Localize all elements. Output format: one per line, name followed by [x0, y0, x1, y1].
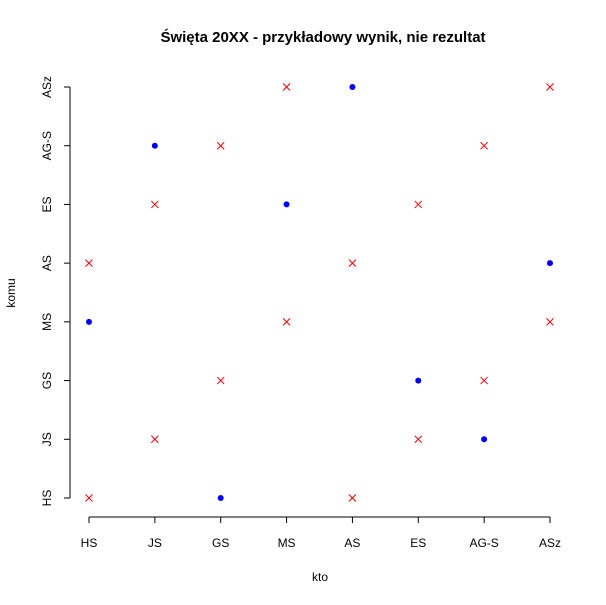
y-tick-label: AS [40, 255, 54, 271]
cross-marker [414, 435, 423, 444]
cross-marker [348, 494, 357, 502]
cross-stroke [348, 494, 357, 502]
data-points [85, 83, 554, 502]
cross-marker [348, 259, 357, 267]
y-tick-label: MS [40, 313, 54, 331]
cross-stroke [216, 376, 225, 385]
cross-stroke [85, 259, 93, 267]
cross-stroke [414, 435, 423, 444]
cross-stroke [480, 376, 488, 385]
x-tick-label: MS [278, 536, 296, 550]
x-tick-label: JS [148, 536, 162, 550]
dot-marker [86, 318, 92, 325]
y-axis-title: komu [4, 278, 18, 307]
dot-marker [349, 84, 356, 90]
y-tick-label: GS [40, 372, 54, 389]
x-tick-label: GS [212, 536, 229, 550]
y-tick-label: HS [40, 490, 54, 507]
cross-marker [414, 200, 423, 209]
y-tick-label: JS [40, 432, 54, 446]
x-axis-title: kto [312, 570, 328, 584]
cross-stroke [348, 259, 357, 267]
x-tick-label: ASz [539, 536, 561, 550]
cross-marker [282, 83, 291, 91]
cross-marker [151, 435, 159, 444]
y-tick-label: ES [40, 196, 54, 212]
cross-stroke [282, 318, 291, 326]
cross-stroke [282, 83, 291, 91]
dot-marker [283, 201, 290, 208]
cross-stroke [480, 141, 488, 150]
cross-marker [85, 259, 93, 267]
cross-marker [480, 376, 488, 385]
cross-marker [216, 141, 225, 150]
cross-marker [480, 141, 488, 150]
cross-stroke [216, 141, 225, 150]
cross-marker [151, 200, 159, 209]
dot-marker [151, 142, 158, 149]
cross-stroke [151, 435, 159, 444]
y-tick-label: ASz [40, 76, 54, 98]
cross-stroke [151, 200, 159, 209]
y-axis: HS JS GS MS AS ES AG-S ASz [40, 76, 71, 507]
dot-marker [547, 260, 553, 267]
cross-marker [85, 494, 93, 502]
cross-stroke [546, 83, 554, 91]
cross-marker [282, 318, 291, 326]
x-tick-label: AG-S [469, 536, 498, 550]
x-axis: HS JS GS MS AS ES AG-S ASz [81, 516, 561, 550]
cross-marker [216, 376, 225, 385]
x-tick-label: HS [81, 536, 98, 550]
cross-marker [546, 83, 554, 91]
dot-marker [217, 495, 224, 501]
chart-title: Święta 20XX - przykładowy wynik, nie rez… [160, 28, 485, 46]
cross-stroke [546, 318, 554, 326]
x-tick-label: AS [344, 536, 360, 550]
x-tick-label: ES [410, 536, 426, 550]
cross-stroke [414, 200, 423, 209]
dot-marker [481, 436, 488, 443]
cross-marker [546, 318, 554, 326]
cross-stroke [85, 494, 93, 502]
y-tick-label: AG-S [40, 131, 54, 160]
dot-marker [415, 377, 422, 384]
